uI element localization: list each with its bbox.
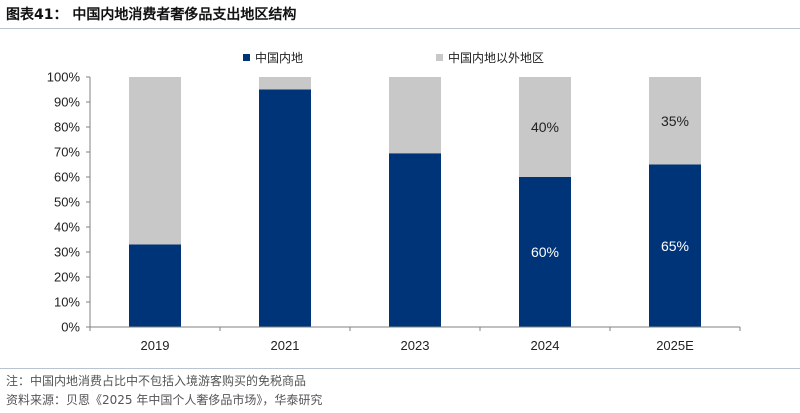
y-tick-label: 80% (54, 120, 80, 135)
y-tick-label: 30% (54, 245, 80, 260)
bar-2025E-series-1 (649, 164, 701, 327)
y-tick-label: 40% (54, 220, 80, 235)
data-label: 40% (531, 119, 559, 135)
bar-2024-series-2 (519, 77, 571, 177)
bar-2021-series-1 (259, 89, 311, 327)
legend: 中国内地 中国内地以外地区 (243, 50, 544, 65)
bar-2019-series-2 (129, 77, 181, 245)
axes: 2019 2021 2023 2024 2025E 0% 10% 20% 30% 40% 50% 60… (47, 70, 741, 353)
y-tick-label: 50% (54, 195, 80, 210)
title-divider (0, 28, 800, 29)
x-tick-label: 2019 (141, 338, 170, 353)
legend-label-2: 中国内地以外地区 (448, 50, 544, 65)
bar-2023-series-2 (389, 77, 441, 154)
stacked-bar-chart: 中国内地 中国内地以外地区 60% 65%40% 35% 2019 2021 2023 20… (47, 50, 741, 353)
data-labels: 60% 65% 40% 35% (531, 113, 689, 260)
x-tick-label: 2025E (656, 338, 694, 353)
legend-swatch-2 (436, 54, 443, 61)
data-label: 35% (661, 113, 689, 129)
x-tick-label: 2021 (271, 338, 300, 353)
x-tick-label: 2024 (531, 338, 560, 353)
y-tick-label: 0% (61, 320, 80, 335)
bars (129, 77, 701, 327)
bar-2023-series-1 (389, 153, 441, 327)
data-label: 65% (661, 238, 689, 254)
bar-2024-series-1 (519, 177, 571, 327)
bar-2019-series-1 (129, 244, 181, 327)
bar-2025E-series-2 (649, 77, 701, 165)
data-label: 60% (531, 244, 559, 260)
y-tick-label: 70% (54, 145, 80, 160)
bar-2021-series-2 (259, 77, 311, 90)
y-tick-label: 100% (47, 70, 81, 85)
x-tick-label: 2023 (401, 338, 430, 353)
y-tick-label: 20% (54, 270, 80, 285)
y-tick-label: 60% (54, 170, 80, 185)
footer-divider (0, 368, 800, 369)
y-tick-label: 90% (54, 95, 80, 110)
chart-footnote: 注：中国内地消费占比中不包括入境游客购买的免税商品 (6, 374, 307, 388)
chart-source: 资料来源：贝恩《2025 年中国个人奢侈品市场》，华泰研究 (6, 393, 323, 407)
legend-label-1: 中国内地 (255, 50, 303, 65)
y-tick-label: 10% (54, 295, 80, 310)
chart-title: 图表41： 中国内地消费者奢侈品支出地区结构 (6, 7, 297, 23)
legend-swatch-1 (243, 54, 250, 61)
